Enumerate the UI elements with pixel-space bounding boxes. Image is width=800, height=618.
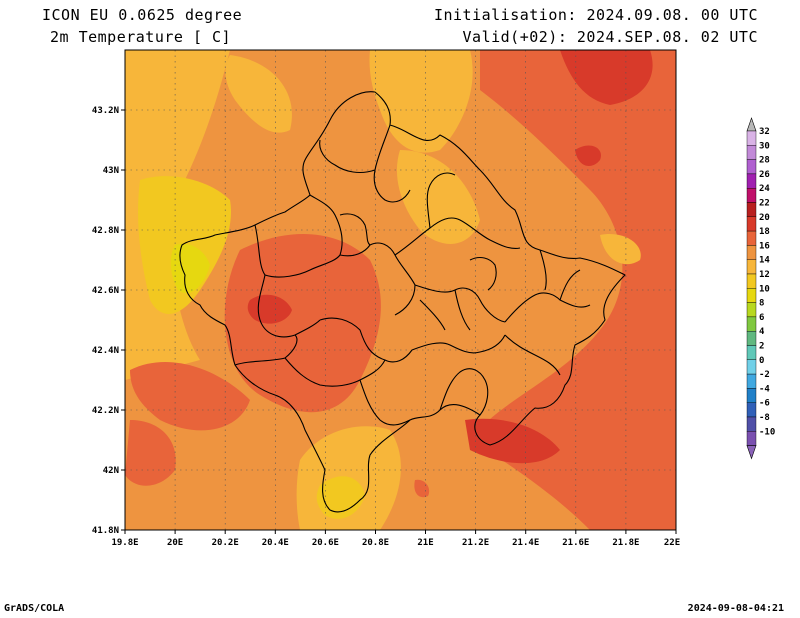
colorbar-label: 2 — [759, 342, 764, 352]
lon-label: 21.4E — [512, 538, 539, 548]
kosovo-borders — [179, 91, 626, 513]
colorbar-label: 28 — [759, 156, 770, 166]
colorbar-swatch — [746, 331, 757, 346]
colorbar-label: 26 — [759, 170, 770, 180]
colorbar-label: 6 — [759, 313, 764, 323]
lat-label: 43N — [103, 166, 119, 176]
colorbar-label: -8 — [759, 413, 770, 423]
colorbar-swatch — [746, 388, 757, 403]
colorbar-label: 0 — [759, 356, 764, 366]
lat-label: 41.8N — [92, 526, 119, 536]
colorbar-swatch — [746, 345, 757, 361]
lat-label: 43.2N — [92, 106, 119, 116]
lat-label: 42.8N — [92, 226, 119, 236]
colorbar-arrow-bottom — [746, 445, 757, 460]
colorbar-label: 10 — [759, 284, 770, 294]
colorbar-label: 4 — [759, 327, 765, 337]
map-title-model: ICON EU 0.0625 degree — [42, 6, 243, 24]
colorbar-swatch — [746, 159, 757, 175]
colorbar-label: 32 — [759, 127, 770, 137]
lon-label: 20.6E — [312, 538, 339, 548]
colorbar-label: 16 — [759, 241, 770, 251]
map-frame: 43.2N 43N 42.8N 42.6N 42.4N 42.2N 42N 41… — [92, 49, 680, 548]
colorbar-label: 12 — [759, 270, 770, 280]
lon-label: 20.8E — [362, 538, 389, 548]
lon-label: 21.8E — [612, 538, 639, 548]
colorbar-label: 24 — [759, 184, 770, 194]
colorbar-arrow-top — [746, 117, 757, 132]
colorbar-swatch — [746, 173, 757, 189]
colorbar-label: 8 — [759, 299, 764, 309]
map-title-variable: 2m Temperature [ C] — [50, 28, 232, 46]
colorbar-swatch — [746, 316, 757, 332]
colorbar-swatch — [746, 431, 757, 446]
lat-label: 42N — [103, 466, 119, 476]
lat-label: 42.2N — [92, 406, 119, 416]
colorbar-label: -10 — [759, 427, 775, 437]
colorbar-swatch — [746, 202, 757, 218]
footer-credit: GrADS/COLA — [4, 603, 65, 614]
colorbar-swatch — [746, 259, 757, 275]
colorbar-swatch — [746, 145, 757, 160]
colorbar-swatch — [746, 130, 757, 146]
colorbar-label: 22 — [759, 199, 770, 209]
lon-ticks — [124, 530, 677, 534]
lon-label: 20.4E — [262, 538, 289, 548]
lon-label: 19.8E — [111, 538, 138, 548]
colorbar-swatch — [746, 288, 757, 303]
lon-label: 22E — [664, 538, 680, 548]
footer-timestamp: 2024-09-08-04:21 — [687, 603, 784, 614]
colorbar-label: -2 — [759, 370, 770, 380]
colorbar-label: 14 — [759, 256, 770, 266]
colorbar-swatch — [746, 302, 757, 318]
colorbar-swatch — [746, 359, 757, 375]
lon-label: 21E — [417, 538, 433, 548]
colorbar-swatch — [746, 230, 757, 246]
colorbar-label: -6 — [759, 399, 770, 409]
colorbar-swatch — [746, 402, 757, 418]
colorbar-label: -4 — [759, 384, 770, 394]
colorbar-swatch — [746, 273, 757, 289]
lat-label: 42.4N — [92, 346, 119, 356]
valid-time: Valid(+02): 2024.SEP.08. 02 UTC — [462, 28, 758, 46]
colorbar-swatch — [746, 373, 757, 389]
lon-label: 20.2E — [212, 538, 239, 548]
colorbar-swatch — [746, 187, 757, 203]
colorbar-label: 18 — [759, 227, 770, 237]
init-time: Initialisation: 2024.09.08. 00 UTC — [433, 6, 758, 24]
colorbar-swatch — [746, 416, 757, 432]
lon-label: 21.2E — [462, 538, 489, 548]
lat-ticks — [121, 109, 125, 531]
lat-label: 42.6N — [92, 286, 119, 296]
colorbar-swatch — [746, 245, 757, 260]
lon-label: 21.6E — [562, 538, 589, 548]
map-gridlines — [125, 50, 676, 530]
lon-label: 20E — [167, 538, 183, 548]
colorbar-swatch — [746, 216, 757, 232]
colorbar-label: 20 — [759, 213, 770, 223]
colorbar-label: 30 — [759, 141, 770, 151]
